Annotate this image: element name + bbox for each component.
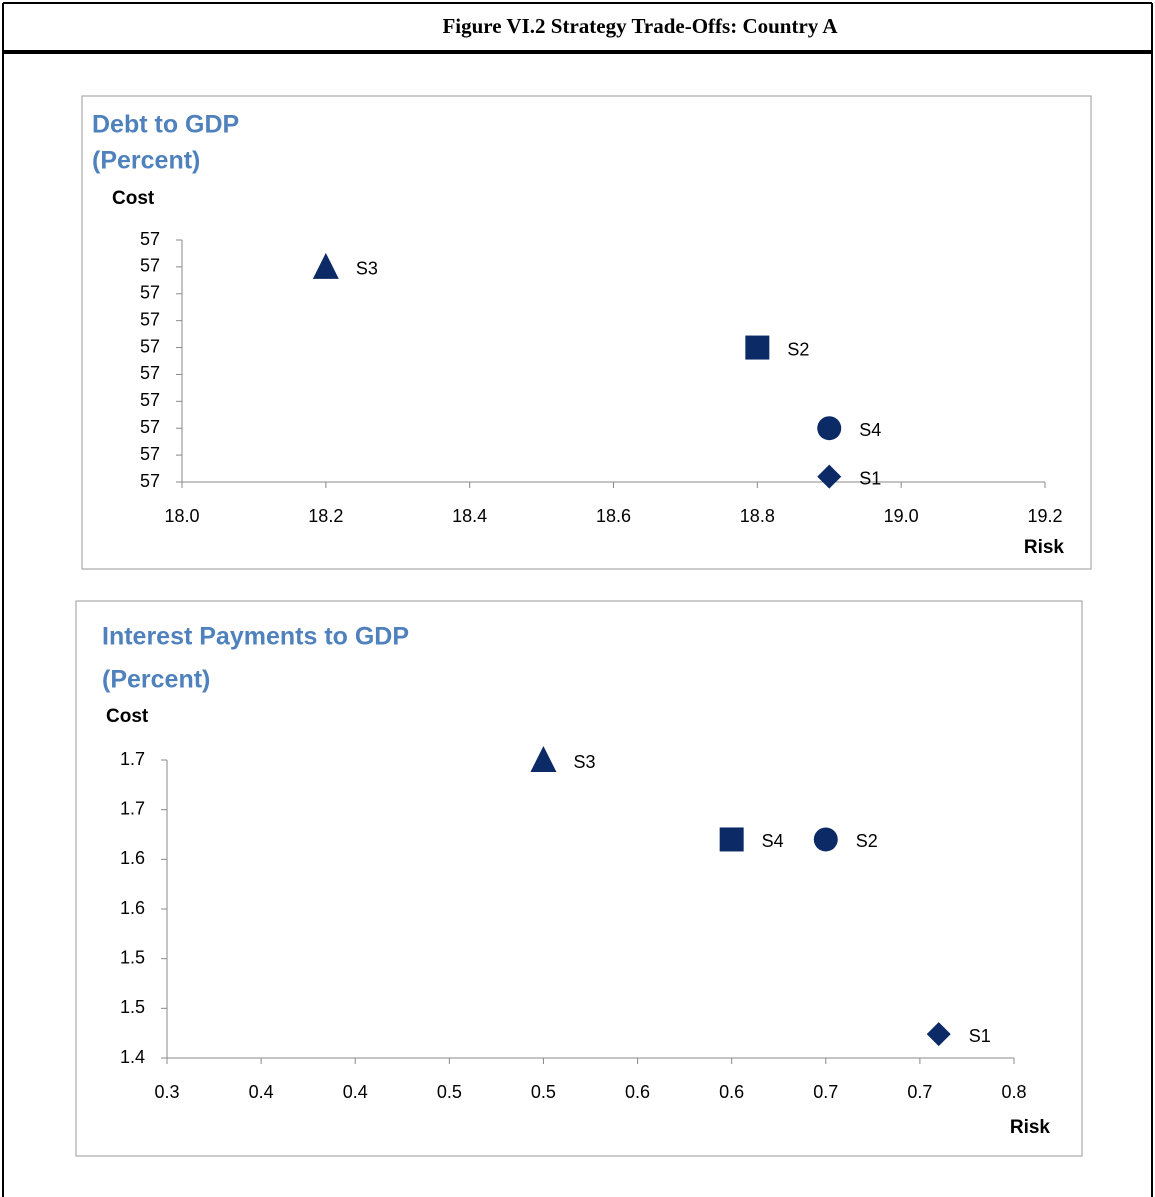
marker-circle xyxy=(813,827,838,852)
x-tick-label: 0.6 xyxy=(625,1082,650,1102)
data-label: S2 xyxy=(856,831,878,851)
y-tick-label: 1.7 xyxy=(120,749,145,769)
y-tick-label: 57 xyxy=(140,363,160,383)
x-tick-label: 19.2 xyxy=(1027,506,1062,526)
marker-square xyxy=(719,827,744,852)
y-tick-label: 1.7 xyxy=(120,798,145,818)
x-tick-label: 18.6 xyxy=(596,506,631,526)
y-tick-label: 57 xyxy=(140,229,160,249)
x-tick-label: 19.0 xyxy=(884,506,919,526)
data-label: S4 xyxy=(762,831,784,851)
y-axis-label: Cost xyxy=(106,706,149,727)
data-label: S2 xyxy=(787,339,809,359)
x-tick-label: 0.5 xyxy=(531,1082,556,1102)
y-tick-label: 1.4 xyxy=(120,1047,145,1067)
y-tick-label: 57 xyxy=(140,336,160,356)
marker-square xyxy=(745,335,770,360)
figure-title: Figure VI.2 Strategy Trade-Offs: Country… xyxy=(442,14,838,38)
marker-triangle xyxy=(530,746,557,772)
y-tick-label: 57 xyxy=(140,444,160,464)
x-tick-label: 0.4 xyxy=(343,1082,368,1102)
y-tick-label: 57 xyxy=(140,390,160,410)
y-tick-label: 1.5 xyxy=(120,947,145,967)
x-tick-label: 0.3 xyxy=(154,1082,179,1102)
y-tick-label: 57 xyxy=(140,283,160,303)
y-tick-label: 1.6 xyxy=(120,848,145,868)
data-label: S1 xyxy=(969,1026,991,1046)
x-tick-label: 18.2 xyxy=(308,506,343,526)
chart-title: (Percent) xyxy=(92,147,200,175)
x-tick-label: 0.8 xyxy=(1001,1082,1026,1102)
x-tick-label: 0.6 xyxy=(719,1082,744,1102)
marker-diamond xyxy=(926,1022,951,1047)
data-label: S3 xyxy=(356,259,378,279)
marker-circle xyxy=(817,416,842,441)
x-axis-label: Risk xyxy=(1010,1117,1051,1138)
marker-triangle xyxy=(312,252,339,279)
y-tick-label: 57 xyxy=(140,309,160,329)
data-label: S4 xyxy=(859,420,881,440)
x-tick-label: 18.4 xyxy=(452,506,487,526)
x-tick-label: 0.7 xyxy=(813,1082,838,1102)
y-tick-label: 1.6 xyxy=(120,898,145,918)
data-label: S1 xyxy=(859,468,881,488)
y-tick-label: 57 xyxy=(140,417,160,437)
data-label: S3 xyxy=(573,752,595,772)
y-tick-label: 57 xyxy=(140,471,160,491)
x-tick-label: 18.8 xyxy=(740,506,775,526)
chart-title: Debt to GDP xyxy=(92,111,239,139)
x-tick-label: 0.5 xyxy=(437,1082,462,1102)
x-tick-label: 18.0 xyxy=(164,506,199,526)
y-tick-label: 1.5 xyxy=(120,997,145,1017)
x-tick-label: 0.7 xyxy=(907,1082,932,1102)
marker-diamond xyxy=(817,464,842,489)
y-axis-label: Cost xyxy=(112,188,155,209)
x-axis-label: Risk xyxy=(1024,537,1065,558)
chart-title: (Percent) xyxy=(102,666,210,694)
y-tick-label: 57 xyxy=(140,256,160,276)
x-tick-label: 0.4 xyxy=(249,1082,274,1102)
chart-border xyxy=(75,600,1083,1157)
chart-border xyxy=(81,95,1092,570)
chart-title: Interest Payments to GDP xyxy=(102,623,409,651)
